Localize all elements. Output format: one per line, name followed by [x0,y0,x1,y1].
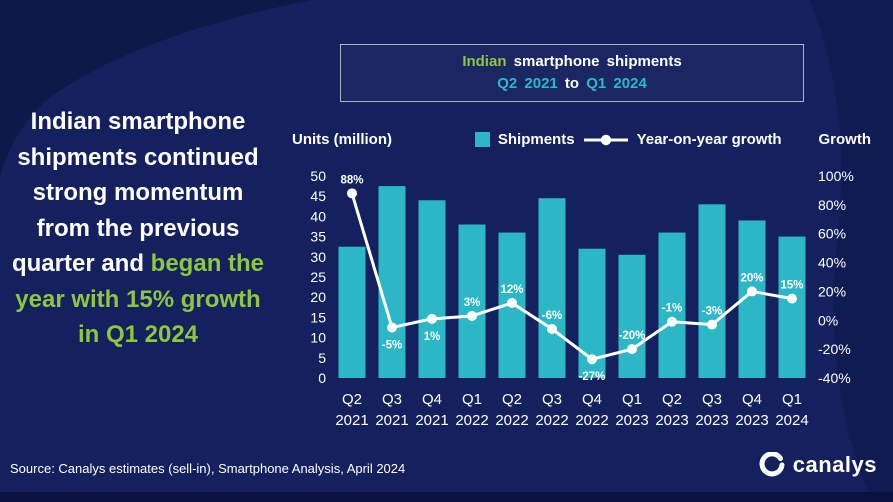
svg-text:2023: 2023 [655,412,688,429]
growth-legend-line-icon [583,134,628,145]
svg-text:2022: 2022 [455,412,488,429]
range-start: Q2 2021 [497,75,558,92]
svg-text:60%: 60% [818,226,846,242]
svg-text:40: 40 [310,208,326,224]
svg-text:2021: 2021 [415,412,448,429]
svg-text:2021: 2021 [335,412,368,429]
svg-text:5: 5 [318,350,326,366]
svg-text:2022: 2022 [535,412,568,429]
svg-text:-5%: -5% [382,340,402,352]
right-axis-title: Growth [818,131,871,148]
bottom-strip [0,492,893,502]
chart-title-region: Indian [462,53,507,71]
svg-text:45: 45 [310,188,326,204]
svg-text:10: 10 [310,330,326,346]
source-note: Source: Canalys estimates (sell-in), Sma… [10,461,406,476]
svg-text:Q2: Q2 [342,391,362,408]
svg-text:-27%: -27% [579,371,606,383]
canalys-logo-icon [759,452,785,477]
svg-text:35: 35 [310,229,326,245]
svg-text:2022: 2022 [575,412,608,429]
chart-title-box: Indian smartphone shipments Q2 2021 to Q… [340,44,804,102]
svg-text:-40%: -40% [818,370,851,386]
chart-title-rest: smartphone shipments [506,53,682,71]
canalys-logo-wordmark: canalys [792,452,877,477]
legend-shipments-label: Shipments [497,131,575,148]
svg-text:Q3: Q3 [382,391,402,408]
svg-text:20: 20 [310,289,326,305]
svg-text:0: 0 [318,370,326,386]
svg-text:Q3: Q3 [542,391,562,408]
svg-text:12%: 12% [500,284,523,296]
range-end: Q1 2024 [586,75,647,92]
svg-text:2023: 2023 [695,412,728,429]
svg-text:2024: 2024 [775,412,808,429]
svg-text:-20%: -20% [619,330,646,342]
svg-text:Q4: Q4 [582,391,602,408]
svg-text:Q4: Q4 [422,391,442,408]
shipments-legend-swatch [474,132,490,147]
svg-text:3%: 3% [464,297,481,309]
svg-text:40%: 40% [818,255,846,271]
svg-text:2023: 2023 [615,412,648,429]
svg-text:Q2: Q2 [502,391,522,408]
svg-text:15: 15 [310,309,326,325]
svg-text:15%: 15% [780,280,803,292]
svg-text:-6%: -6% [542,310,562,322]
headline-green-text: began the year with 15% growth in Q1 202… [15,250,265,349]
svg-text:25: 25 [310,269,326,285]
headline: Indian smartphone shipments continued st… [4,104,272,353]
legend: Shipments Year-on-year growth [474,131,782,148]
legend-growth-label: Year-on-year growth [636,131,782,148]
svg-text:Q1: Q1 [782,391,802,408]
svg-text:20%: 20% [740,272,763,284]
svg-text:-20%: -20% [818,341,851,357]
chart-title-line2: Q2 2021 to Q1 2024 [341,73,803,95]
svg-text:Q2: Q2 [662,391,682,408]
svg-text:2022: 2022 [495,412,528,429]
svg-text:-3%: -3% [702,306,722,318]
svg-text:-1%: -1% [662,303,682,315]
svg-text:Q4: Q4 [742,391,762,408]
svg-text:2021: 2021 [375,412,408,429]
svg-text:100%: 100% [818,168,854,184]
left-axis-title: Units (million) [292,131,392,148]
svg-text:Q1: Q1 [462,391,482,408]
canalys-logo: canalys [759,452,877,478]
headline-white-text: Indian smartphone shipments continued st… [11,108,259,278]
svg-text:50: 50 [310,168,326,184]
svg-text:1%: 1% [424,331,441,343]
svg-text:2023: 2023 [735,412,768,429]
svg-text:Q3: Q3 [702,391,722,408]
svg-text:88%: 88% [340,174,363,186]
svg-text:0%: 0% [818,312,838,328]
svg-text:80%: 80% [818,197,846,213]
svg-text:30: 30 [310,249,326,265]
axis-header-row: Units (million) Shipments Year-on-year g… [292,131,871,148]
svg-text:Q1: Q1 [622,391,642,408]
range-connector: to [557,75,587,92]
svg-text:20%: 20% [818,283,846,299]
combo-chart: 0 5 10 15 20 25 30 35 40 45 50 -40% -20% 0% 20% 40% 60% 8… [310,168,854,429]
chart-title-line1: Indian smartphone shipments [341,51,803,73]
